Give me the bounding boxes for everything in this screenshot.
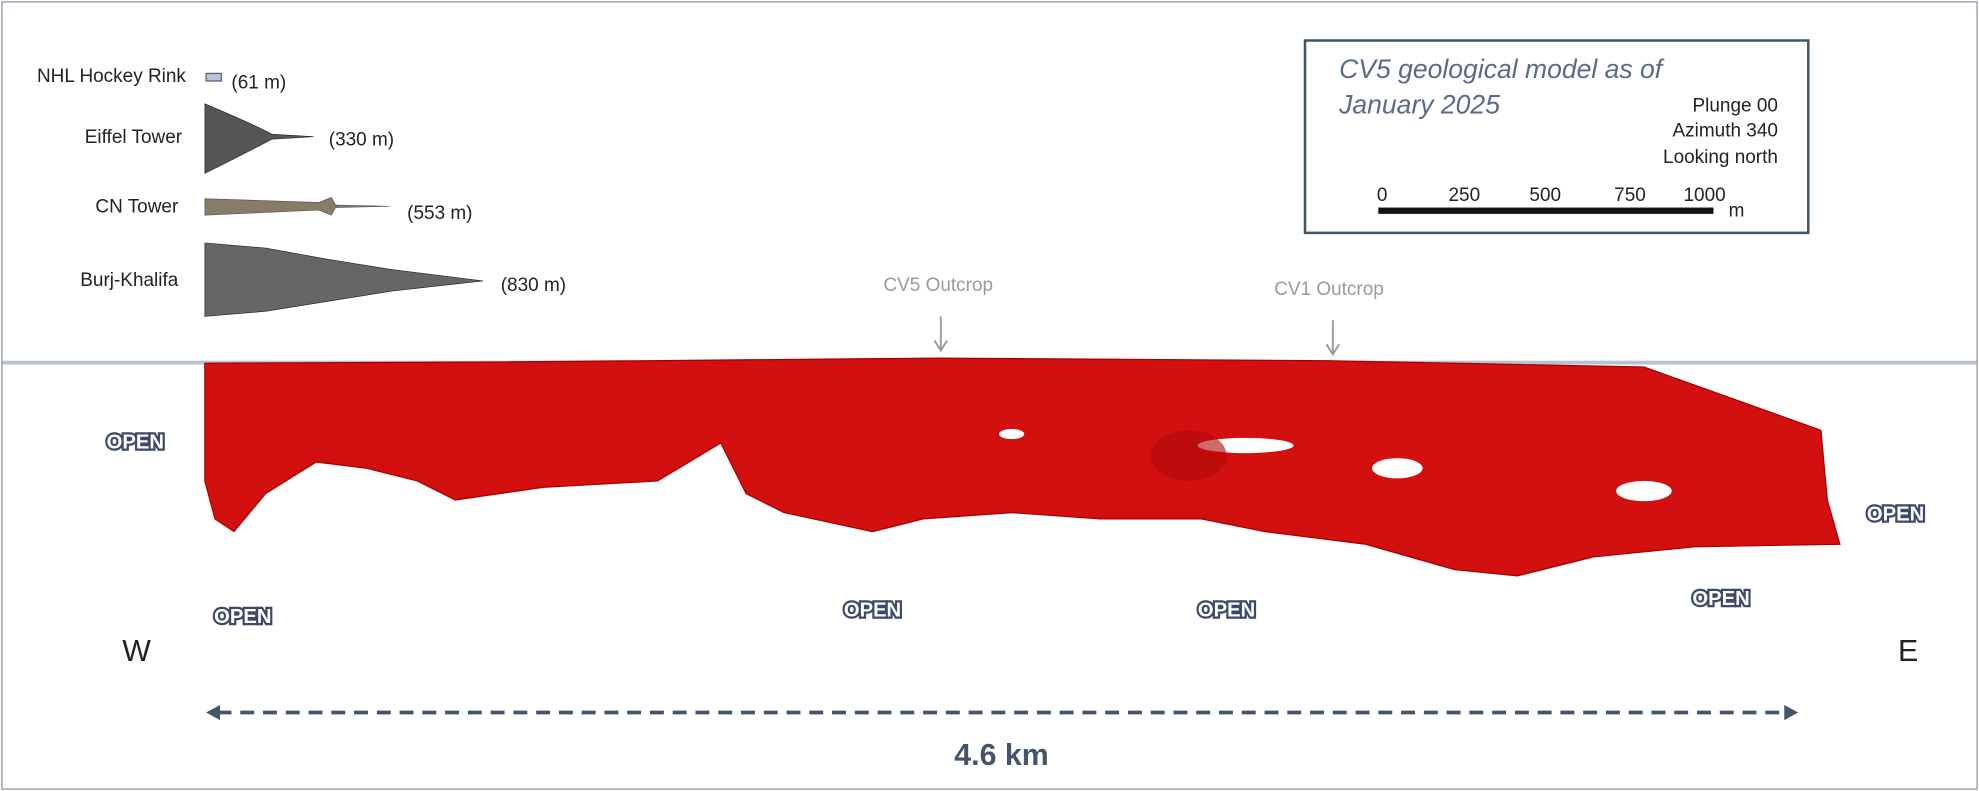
scale-unit: m — [1729, 200, 1745, 221]
direction-east: E — [1898, 635, 1918, 668]
comparison-height: (830 m) — [501, 275, 566, 296]
outcrop-arrow — [933, 316, 948, 353]
legend-line: Looking north — [1663, 147, 1778, 168]
legend-line: Azimuth 340 — [1673, 121, 1778, 142]
comparison-height: (330 m) — [329, 129, 394, 150]
legend-title: January 2025 — [1338, 89, 1500, 119]
open-label: OPEN — [1198, 600, 1255, 622]
comparison-label: Eiffel Tower — [85, 127, 182, 148]
direction-west: W — [122, 635, 151, 668]
open-label: OPEN — [1867, 503, 1924, 525]
comparison-label: Burj-Khalifa — [80, 270, 178, 291]
open-label: OPEN — [214, 606, 271, 628]
open-label: OPEN — [107, 431, 164, 453]
legend-line: Plunge 00 — [1693, 95, 1778, 116]
cn-tower-icon — [204, 197, 390, 216]
comparison-height: (61 m) — [231, 73, 286, 94]
outcrop-arrow — [1325, 320, 1340, 357]
orebody — [204, 357, 1841, 577]
open-label: OPEN — [844, 600, 901, 622]
comparison-label: CN Tower — [95, 197, 178, 218]
distance-label: 4.6 km — [954, 739, 1048, 772]
outcrop-label: CV1 Outcrop — [1274, 279, 1384, 300]
scale-label: 500 — [1529, 185, 1561, 206]
orebody-gap — [1372, 458, 1423, 479]
comparison-label: NHL Hockey Rink — [37, 66, 186, 87]
scale-label: 250 — [1449, 185, 1481, 206]
rink-icon — [205, 72, 222, 82]
eiffel-icon — [204, 103, 314, 174]
scale-label: 1000 — [1684, 185, 1726, 206]
scale-bar — [1378, 207, 1714, 214]
outcrop-label: CV5 Outcrop — [883, 275, 993, 296]
comparison-height: (553 m) — [407, 203, 472, 224]
legend-box — [1303, 39, 1810, 235]
orebody-shade — [1150, 430, 1227, 481]
scale-label: 0 — [1377, 185, 1388, 206]
burj-icon — [204, 242, 484, 317]
scale-label: 750 — [1614, 185, 1646, 206]
orebody-gap — [1616, 480, 1672, 502]
open-label: OPEN — [1692, 588, 1749, 610]
legend-title: CV5 geological model as of — [1339, 54, 1665, 84]
orebody-gap — [998, 429, 1025, 440]
